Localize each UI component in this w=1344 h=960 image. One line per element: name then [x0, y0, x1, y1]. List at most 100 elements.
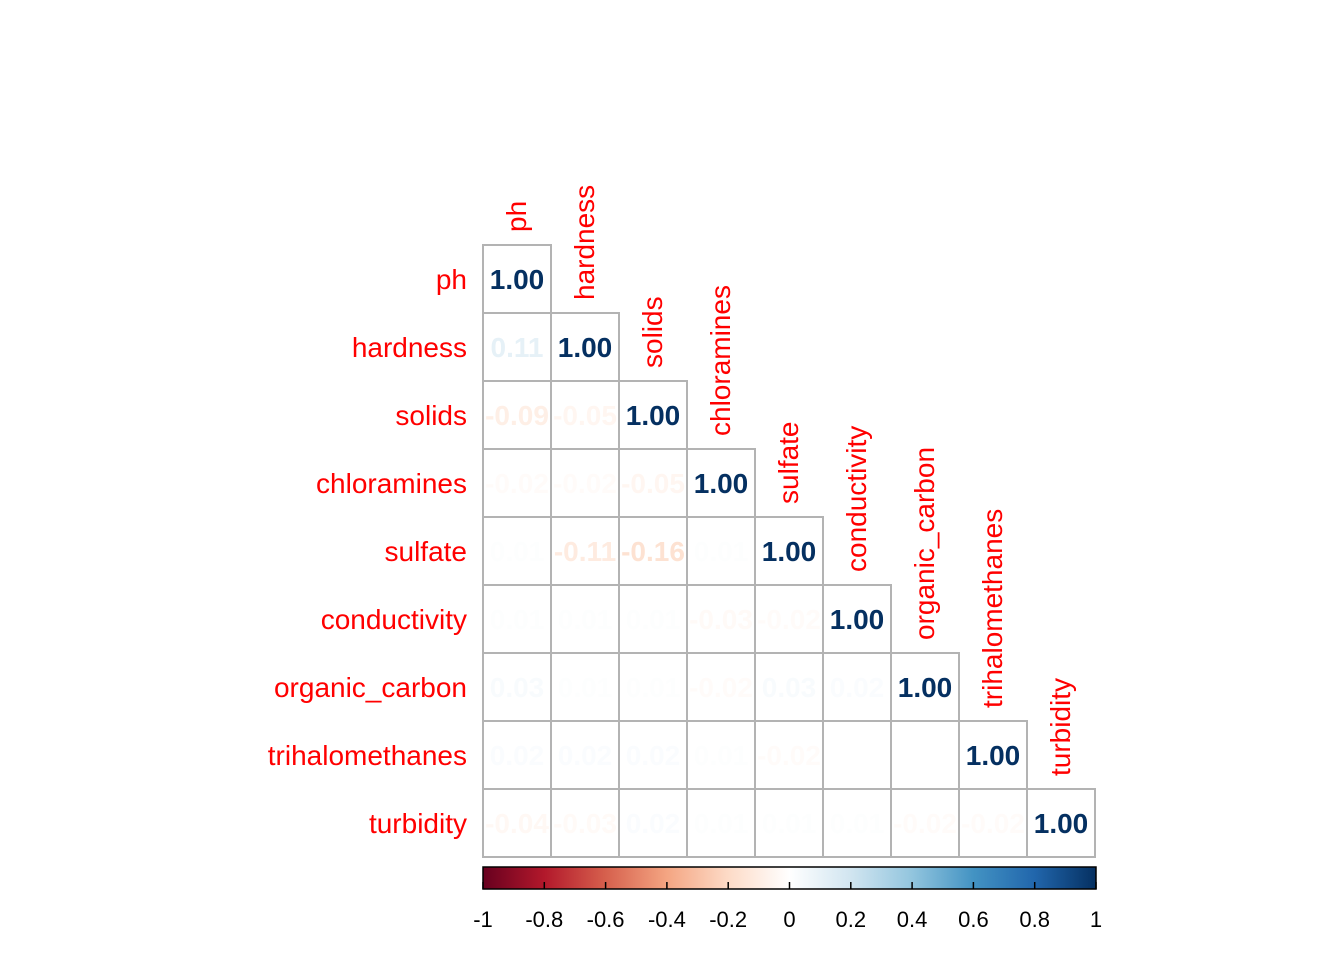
correlation-value-label: 0.03 — [762, 672, 817, 703]
row-labels: ph hardness solids chloramines sulfate conduc… — [268, 264, 467, 839]
correlation-value-label: 1.00 — [898, 672, 953, 703]
correlation-value-label: -0.02 — [485, 468, 549, 499]
correlation-value-label: 0.01 — [626, 604, 681, 635]
heatmap-cell — [1027, 789, 1095, 857]
column-label: sulfate — [773, 422, 804, 505]
column-labels: ph hardness solids chloramines sulfate conduc… — [501, 185, 1076, 776]
correlation-value-label: 0.01 — [762, 808, 817, 839]
correlation-value-label: 0.01 — [626, 672, 681, 703]
heatmap-cell — [755, 517, 823, 585]
correlation-value-label: -0.05 — [553, 400, 617, 431]
heatmap-cell — [619, 517, 687, 585]
heatmap-cell — [483, 653, 551, 721]
column-label: organic_carbon — [909, 447, 940, 640]
heatmap-cell — [755, 585, 823, 653]
correlation-value-label: -0.11 — [554, 536, 616, 567]
heatmap-cell — [959, 721, 1027, 789]
column-label: ph — [501, 201, 532, 232]
correlation-value-label: -0.03 — [689, 604, 753, 635]
colorbar-tick-label: -0.8 — [525, 907, 563, 932]
heatmap-cell — [823, 789, 891, 857]
colorbar-tick-label: 0.8 — [1019, 907, 1050, 932]
heatmap-cell — [483, 585, 551, 653]
colorbar-tick-label: 0 — [783, 907, 795, 932]
correlation-value-label: 0.02 — [490, 740, 545, 771]
row-label: organic_carbon — [274, 672, 467, 703]
correlation-value-label: 0.01 — [694, 740, 749, 771]
heatmap-cell — [959, 789, 1027, 857]
correlation-value-label: -0.02 — [757, 604, 821, 635]
row-label: hardness — [352, 332, 467, 363]
row-label: trihalomethanes — [268, 740, 467, 771]
correlation-value-label: 0.00 — [830, 740, 885, 771]
column-label: conductivity — [841, 426, 872, 572]
correlation-value-label: -0.04 — [485, 808, 549, 839]
heatmap-cell — [687, 449, 755, 517]
correlation-value-label: 1.00 — [490, 264, 545, 295]
row-label: chloramines — [316, 468, 467, 499]
row-label: conductivity — [321, 604, 467, 635]
column-label: hardness — [569, 185, 600, 300]
heatmap-cell — [891, 789, 959, 857]
heatmap-cell — [687, 653, 755, 721]
heatmap-cell — [755, 721, 823, 789]
correlation-value-label: 0.11 — [491, 332, 544, 363]
heatmap-cell — [483, 313, 551, 381]
colorbar-tick-label: -0.4 — [648, 907, 686, 932]
correlation-value-label: 0.01 — [830, 808, 885, 839]
heatmap-cell — [823, 585, 891, 653]
heatmap-cell — [687, 721, 755, 789]
heatmap-cell — [891, 653, 959, 721]
correlation-value-label: -0.09 — [485, 400, 549, 431]
heatmap-cell — [551, 381, 619, 449]
correlation-value-label: 0.01 — [694, 536, 749, 567]
correlation-value-label: 0.02 — [626, 808, 681, 839]
row-label: sulfate — [385, 536, 468, 567]
heatmap-cell — [755, 653, 823, 721]
correlation-value-label: 1.00 — [762, 536, 817, 567]
heatmap-cell — [551, 313, 619, 381]
correlation-value-label: 0.01 — [694, 808, 749, 839]
column-label: turbidity — [1045, 678, 1076, 776]
heatmap-cell — [483, 381, 551, 449]
heatmap-cell — [687, 789, 755, 857]
correlation-value-label: 0.02 — [626, 740, 681, 771]
correlation-value-label: 0.01 — [490, 604, 545, 635]
heatmap-cell — [483, 721, 551, 789]
colorbar-tick-label: -0.6 — [587, 907, 625, 932]
correlation-value-label: -0.16 — [621, 536, 685, 567]
correlation-value-label: -0.02 — [689, 672, 753, 703]
correlation-value-label: 1.00 — [1034, 808, 1089, 839]
correlation-value-label: 0.01 — [490, 536, 545, 567]
heatmap-cell — [619, 449, 687, 517]
heatmap-cell — [687, 517, 755, 585]
colorbar: -1 -0.8 -0.6 -0.4 -0.2 0 0.2 0.4 0.6 0.8 1 — [473, 866, 1102, 932]
heatmap-cell — [619, 653, 687, 721]
colorbar-tick-label: 0.4 — [897, 907, 928, 932]
correlation-value-label: 1.00 — [830, 604, 885, 635]
heatmap-cell — [823, 721, 891, 789]
row-label: turbidity — [369, 808, 467, 839]
heatmap-cell — [483, 789, 551, 857]
correlation-value-label: -0.02 — [893, 808, 957, 839]
column-label: chloramines — [705, 285, 736, 436]
row-label: ph — [436, 264, 467, 295]
correlation-value-label: -0.02 — [553, 468, 617, 499]
correlation-values: 1.000.11 1.00-0.09 -0.05 1.00-0.02 -0.02 -0.0… — [485, 264, 1088, 839]
colorbar-tick-label: 1 — [1090, 907, 1102, 932]
correlation-value-label: 0.01 — [558, 604, 613, 635]
heatmap-cell — [619, 721, 687, 789]
heatmap-cell — [891, 721, 959, 789]
colorbar-tick-label: 0.2 — [836, 907, 867, 932]
column-label: trihalomethanes — [977, 509, 1008, 708]
correlation-value-label: -0.02 — [961, 808, 1025, 839]
heatmap-cell — [551, 653, 619, 721]
row-label: solids — [395, 400, 467, 431]
heatmap-cell — [551, 449, 619, 517]
heatmap-cell — [551, 517, 619, 585]
heatmap-cells — [483, 245, 1095, 857]
heatmap-cell — [483, 449, 551, 517]
correlation-value-label: 0.02 — [558, 740, 613, 771]
correlation-value-label: 1.00 — [626, 400, 681, 431]
